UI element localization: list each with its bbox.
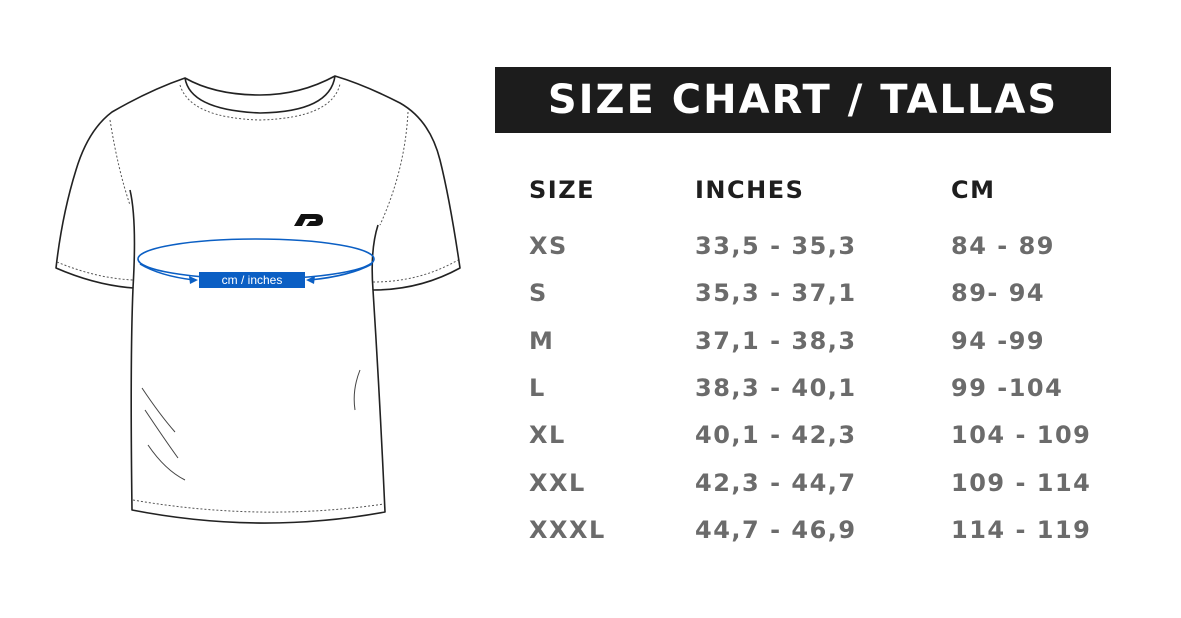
header-size: SIZE	[529, 176, 596, 204]
measurement-unit-label: cm / inches	[199, 272, 305, 288]
cell-inches: 42,3 - 44,7	[695, 468, 857, 497]
page-title: SIZE CHART / TALLAS	[547, 77, 1059, 123]
cell-inches: 38,3 - 40,1	[695, 373, 857, 402]
cell-size: M	[529, 326, 555, 355]
cell-inches: 33,5 - 35,3	[695, 232, 857, 260]
cell-cm: 109 - 114	[951, 468, 1092, 497]
header-cm: CM	[951, 176, 996, 204]
cell-inches: 35,3 - 37,1	[695, 279, 857, 308]
cell-size: S	[529, 279, 548, 308]
cell-size: XXXL	[529, 515, 606, 544]
cell-size: XS	[529, 232, 568, 260]
cell-inches: 37,1 - 38,3	[695, 326, 857, 355]
cell-cm: 99 -104	[951, 373, 1064, 402]
tshirt-illustration	[55, 75, 461, 524]
cell-cm: 114 - 119	[951, 515, 1092, 544]
cell-inches: 40,1 - 42,3	[695, 421, 857, 450]
cell-inches: 44,7 - 46,9	[695, 515, 857, 544]
title-banner: SIZE CHART / TALLAS	[495, 67, 1111, 133]
cell-size: XXL	[529, 468, 586, 497]
cell-size: XL	[529, 421, 566, 450]
cell-cm: 89- 94	[951, 279, 1046, 308]
cell-size: L	[529, 373, 546, 402]
logo-icon	[294, 214, 323, 226]
cell-cm: 104 - 109	[951, 421, 1092, 450]
cell-cm: 94 -99	[951, 326, 1046, 355]
cell-cm: 84 - 89	[951, 232, 1055, 260]
header-inches: INCHES	[695, 176, 805, 204]
